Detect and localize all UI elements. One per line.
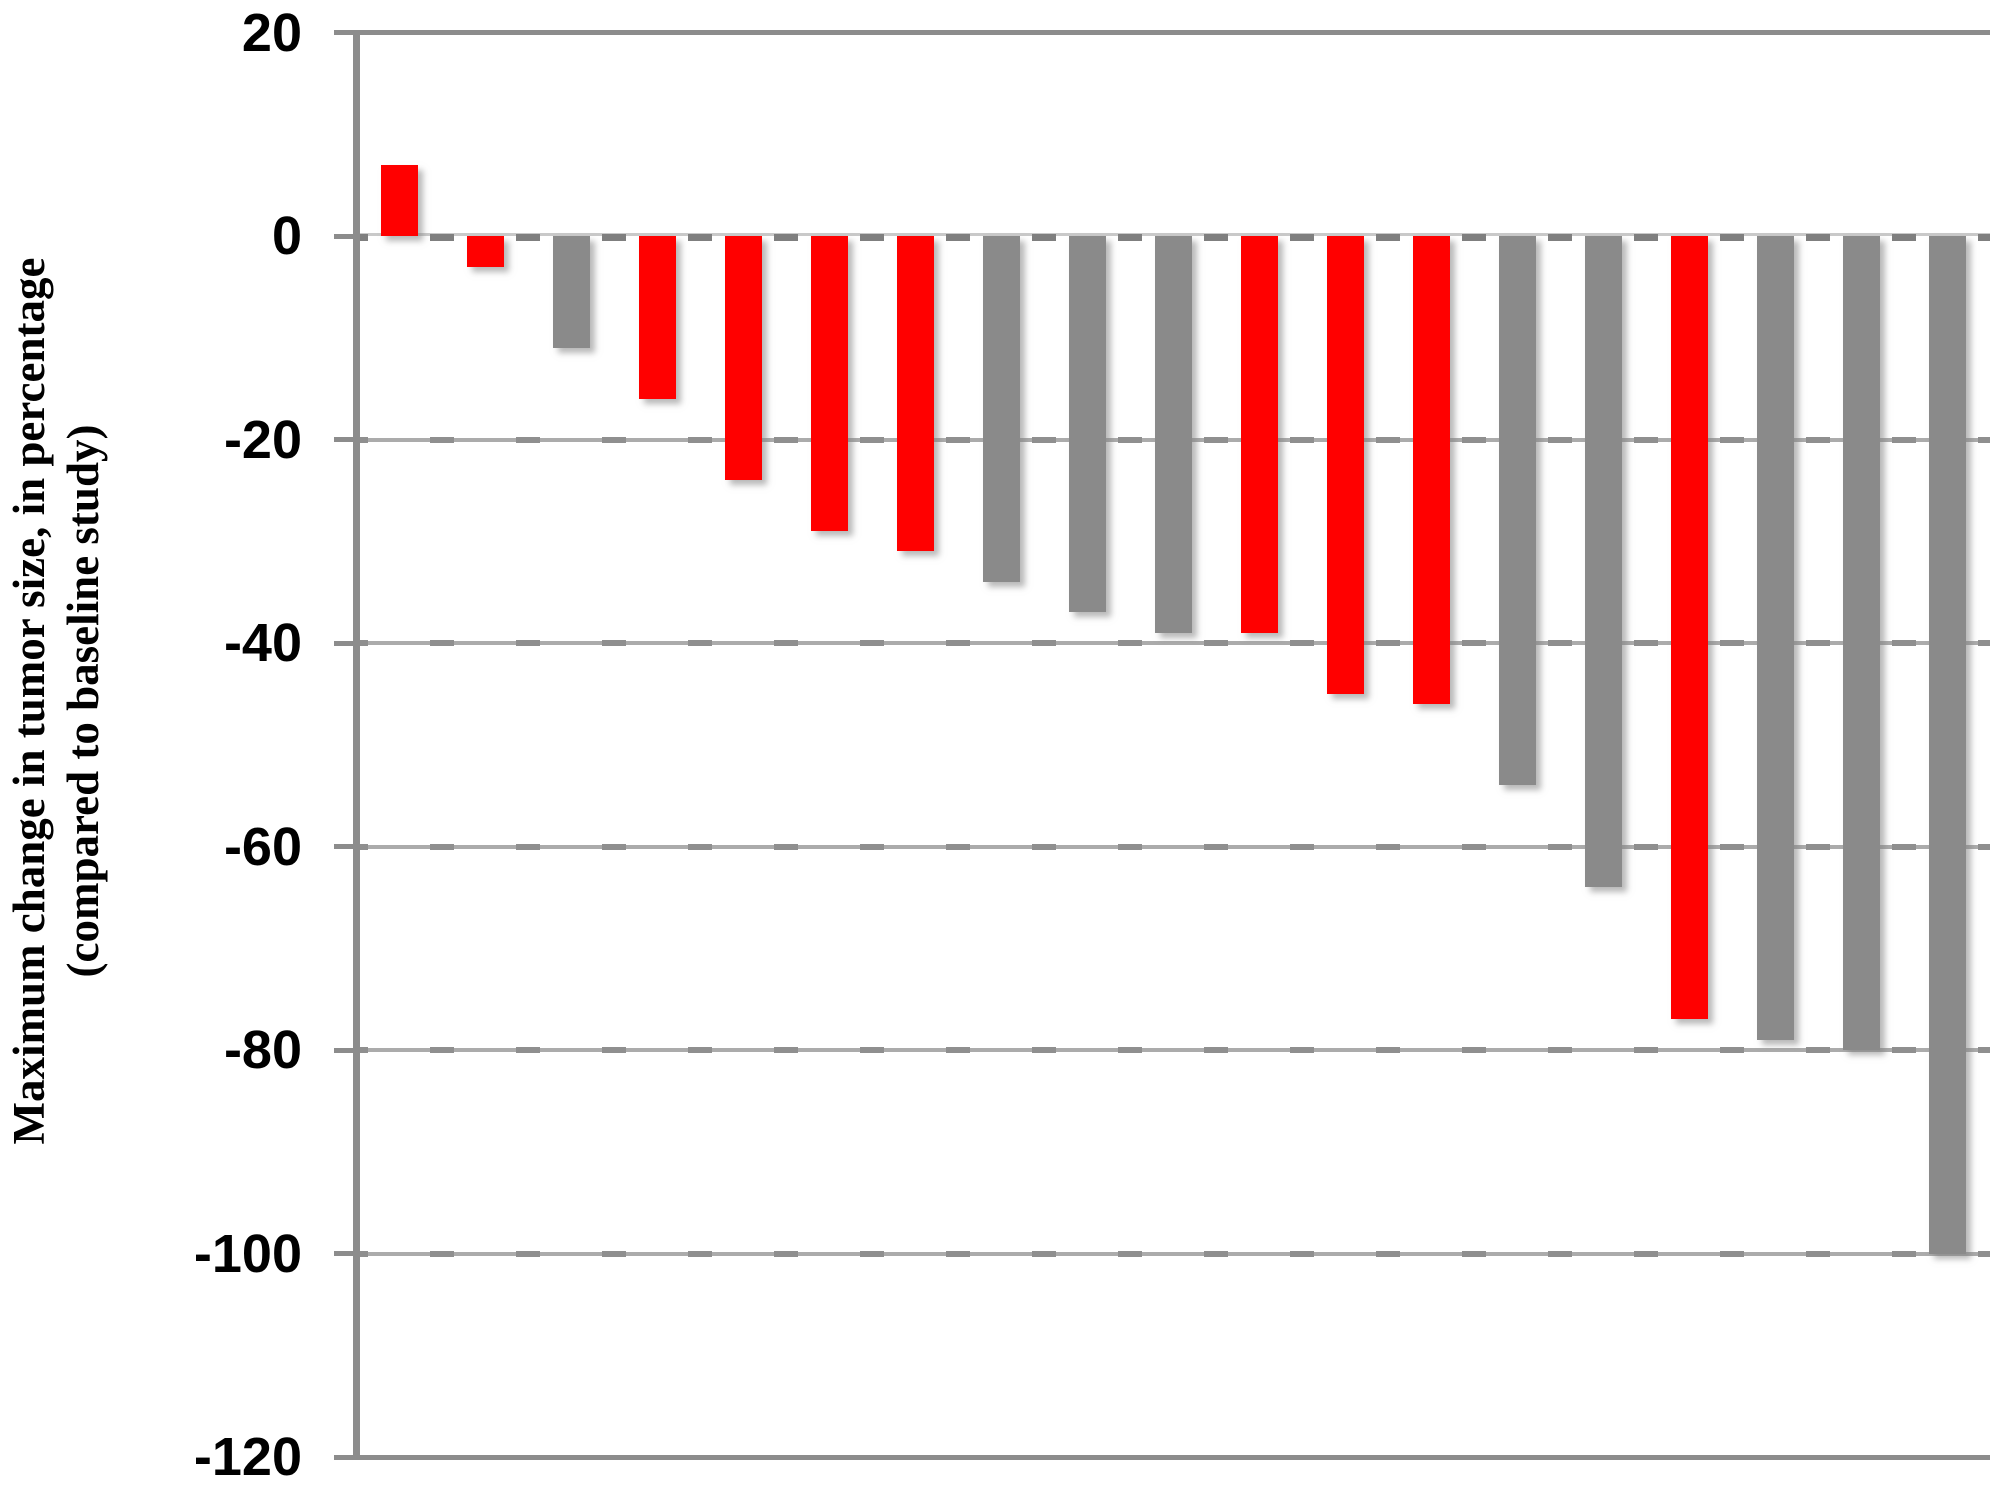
gridline-dashes--60 <box>356 843 1990 850</box>
y-tick-label-20: 20 <box>241 2 302 63</box>
bar-19 <box>1928 236 1966 1254</box>
gridline-dashes--80 <box>356 1047 1990 1053</box>
y-tick-label-0: 0 <box>271 206 302 266</box>
y-tick-label--120: -120 <box>193 1427 302 1487</box>
bar-18 <box>1842 236 1880 1050</box>
gridline-dashes--40 <box>356 640 1990 646</box>
y-axis-tick--100 <box>334 1251 356 1256</box>
y-axis-title-line1: Maximum change in tumor size, in percent… <box>4 257 54 1145</box>
bar-4 <box>638 236 676 399</box>
y-axis-line <box>353 30 360 1460</box>
y-axis-title-line2: (compared to baseline study) <box>58 424 108 978</box>
y-tick-label--80: -80 <box>223 1020 302 1080</box>
y-tick-label--60: -60 <box>223 816 302 877</box>
y-axis-tick--20 <box>334 437 356 442</box>
y-tick-label--40: -40 <box>223 613 302 673</box>
bar-8 <box>982 236 1020 582</box>
bar-15 <box>1584 236 1622 888</box>
bar-14 <box>1498 236 1536 786</box>
bar-3 <box>552 236 590 348</box>
bar-5 <box>724 236 762 481</box>
y-axis-tick--60 <box>334 844 356 849</box>
gridline-20 <box>352 30 1990 35</box>
y-axis-tick--40 <box>334 640 356 646</box>
bar-9 <box>1068 236 1106 613</box>
bar-17 <box>1756 236 1794 1040</box>
bar-1 <box>380 164 418 236</box>
gridline-dashes--100 <box>356 1250 1990 1257</box>
y-axis-title: Maximum change in tumor size, in percent… <box>2 1 112 1401</box>
bar-16 <box>1670 236 1708 1020</box>
y-axis-tick--120 <box>334 1454 356 1460</box>
y-tick-label--20: -20 <box>223 409 302 470</box>
y-tick-label--100: -100 <box>193 1223 302 1284</box>
gridline--120 <box>352 1454 1990 1460</box>
bar-2 <box>466 236 504 267</box>
bar-7 <box>896 236 934 552</box>
bar-11 <box>1240 236 1278 633</box>
bar-6 <box>810 236 848 532</box>
y-axis-tick-20 <box>334 30 356 35</box>
bar-10 <box>1154 236 1192 633</box>
bar-12 <box>1326 236 1364 694</box>
bar-13 <box>1412 236 1450 705</box>
y-axis-tick--80 <box>334 1047 356 1053</box>
y-axis-tick-0 <box>334 233 356 239</box>
